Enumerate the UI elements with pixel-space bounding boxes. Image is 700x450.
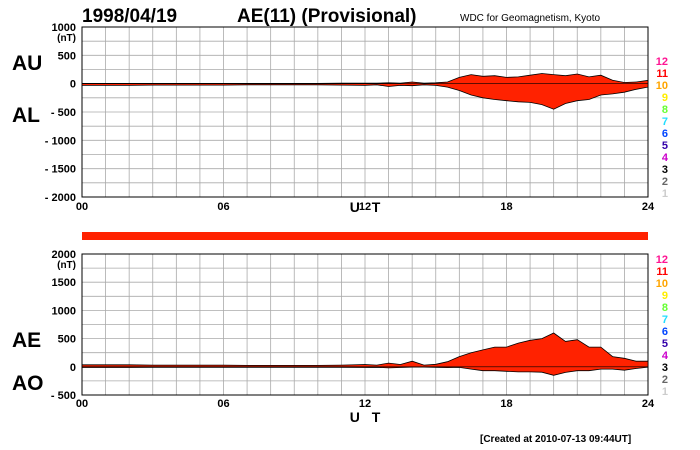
y-tick-label: 0 — [70, 79, 76, 91]
station-legend-item: 5 — [662, 140, 668, 152]
au-label: AU — [12, 52, 42, 75]
au-al-panel: 1000 500 0 - 500 - 1000 - 1500 - 2000 (nT) 00 06 1… — [45, 22, 669, 215]
index-area-fill — [81, 73, 649, 110]
x-tick-label: 18 — [500, 201, 512, 213]
y-tick-label: 500 — [58, 50, 76, 62]
y-tick-label: 1500 — [52, 277, 76, 289]
unit-label: (nT) — [57, 33, 76, 44]
station-legend-item: 11 — [656, 266, 668, 278]
station-legend-item: 11 — [656, 68, 668, 80]
x-tick-label: 06 — [217, 201, 229, 213]
y-tick-label: - 500 — [51, 107, 76, 119]
unit-label: (nT) — [57, 260, 76, 271]
x-axis-label: U T — [350, 199, 385, 215]
station-legend-item: 7 — [662, 116, 668, 128]
al-label: AL — [12, 104, 40, 127]
station-legend-item: 12 — [656, 56, 668, 68]
x-tick-label: 18 — [500, 398, 512, 410]
plot-frame — [81, 253, 649, 396]
station-legend-item: 6 — [662, 128, 668, 140]
station-legend-item: 10 — [656, 80, 668, 92]
station-legend-item: 2 — [662, 374, 668, 386]
ae-label: AE — [12, 329, 41, 352]
y-tick-label: - 1500 — [45, 164, 76, 176]
x-axis-label: U T — [350, 409, 385, 425]
station-legend-item: 7 — [662, 314, 668, 326]
index-area-fill — [81, 332, 649, 376]
y-tick-label: - 2000 — [45, 192, 76, 204]
plot-frame — [81, 26, 649, 198]
station-legend-item: 1 — [662, 386, 668, 398]
station-legend-item: 9 — [662, 290, 668, 302]
y-tick-label: - 500 — [51, 390, 76, 402]
x-tick-label: 24 — [642, 201, 655, 213]
x-tick-label: 12 — [359, 201, 371, 213]
station-legend-item: 6 — [662, 326, 668, 338]
x-tick-label: 12 — [359, 398, 371, 410]
station-legend-item: 10 — [656, 278, 668, 290]
ao-label: AO — [12, 372, 44, 395]
y-tick-label: - 1000 — [45, 135, 76, 147]
x-tick-label: 00 — [76, 398, 88, 410]
x-tick-label: 24 — [642, 398, 655, 410]
station-legend-item: 3 — [662, 362, 668, 374]
station-legend-item: 8 — [662, 104, 668, 116]
y-tick-label: 1000 — [52, 305, 76, 317]
created-timestamp: [Created at 2010-07-13 09:44UT] — [480, 434, 631, 445]
y-tick-label: 0 — [70, 362, 76, 374]
chart-title: AE(11) (Provisional) — [237, 6, 417, 27]
station-legend-item: 1 — [662, 188, 668, 200]
y-tick-label: 500 — [58, 334, 76, 346]
station-legend-item: 8 — [662, 302, 668, 314]
station-legend-item: 5 — [662, 338, 668, 350]
station-legend-item: 12 — [656, 254, 668, 266]
date-label: 1998/04/19 — [82, 6, 177, 27]
station-legend-item: 3 — [662, 164, 668, 176]
source-label: WDC for Geomagnetism, Kyoto — [460, 13, 600, 24]
data-coverage-band — [82, 232, 648, 240]
x-tick-label: 06 — [217, 398, 229, 410]
station-legend-item: 9 — [662, 92, 668, 104]
x-tick-label: 00 — [76, 201, 88, 213]
y-tick-label: 2000 — [52, 249, 76, 261]
station-legend-item: 4 — [662, 350, 669, 362]
station-legend-item: 2 — [662, 176, 668, 188]
y-tick-label: 1000 — [52, 22, 76, 34]
station-legend-item: 4 — [662, 152, 669, 164]
